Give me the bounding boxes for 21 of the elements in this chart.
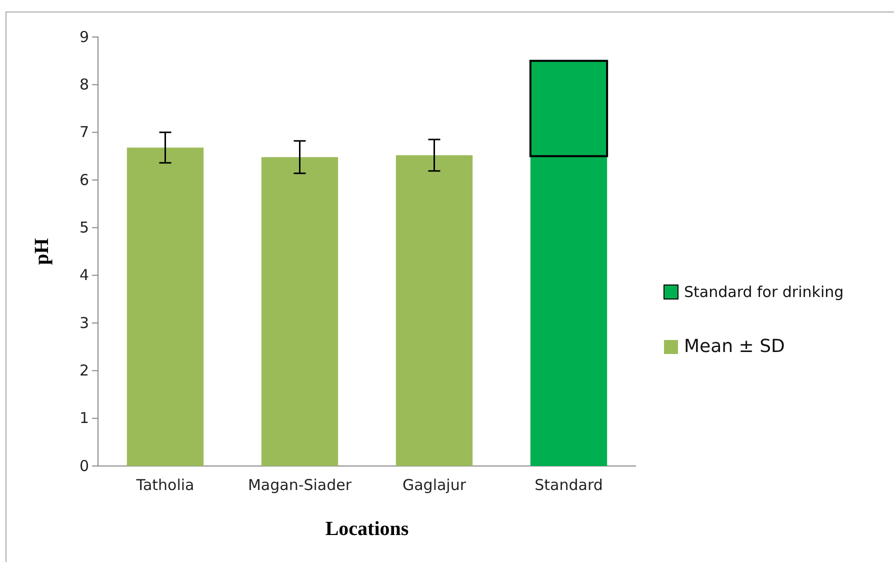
y-axis-title: pH [31, 238, 53, 265]
bar [261, 157, 338, 466]
y-tick-label: 2 [79, 361, 89, 380]
y-tick-label: 7 [79, 123, 89, 142]
legend-label: Mean ± SD [684, 336, 785, 357]
x-tick-label: Standard [534, 476, 603, 494]
bar [396, 155, 473, 466]
y-tick-label: 4 [79, 266, 89, 284]
x-tick-label: Magan-Siader [248, 476, 352, 494]
y-tick-label: 3 [79, 314, 89, 332]
y-tick-label: 5 [79, 218, 89, 236]
x-tick-label: Gaglajur [402, 476, 467, 494]
y-tick-label: 8 [79, 75, 89, 94]
y-tick-label: 9 [79, 28, 89, 46]
y-tick-label: 0 [79, 456, 89, 475]
y-tick-label: 6 [79, 170, 89, 189]
legend-label: Standard for drinking [684, 283, 844, 301]
y-tick-label: 1 [79, 409, 89, 428]
bar [126, 148, 204, 466]
x-tick-label: Tatholia [135, 476, 194, 494]
x-axis-title: Locations [325, 518, 409, 540]
